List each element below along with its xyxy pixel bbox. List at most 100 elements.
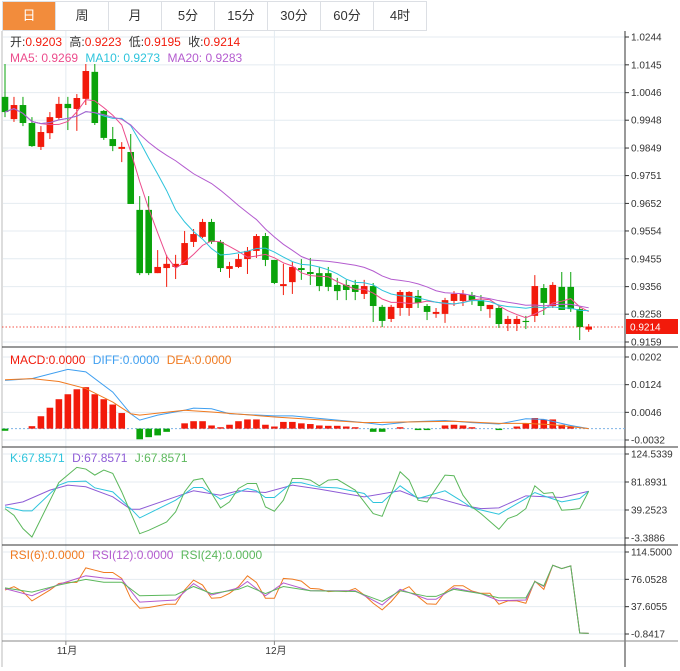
candle-body bbox=[226, 266, 233, 269]
price-tick-label: 0.9849 bbox=[631, 144, 662, 155]
macd-bar bbox=[154, 428, 161, 436]
candle-down bbox=[217, 239, 224, 273]
macd-tick-label: -0.0032 bbox=[631, 436, 665, 447]
candle-body bbox=[91, 71, 99, 124]
tab-day[interactable]: 日 bbox=[3, 2, 56, 30]
candle-down bbox=[576, 306, 584, 341]
candle-body bbox=[513, 318, 521, 325]
k-line bbox=[4, 480, 590, 519]
candle-down bbox=[324, 266, 332, 292]
low-value: 0.9195 bbox=[144, 35, 181, 49]
candle-down bbox=[298, 259, 305, 280]
close-label: 收: bbox=[188, 35, 203, 49]
price-tick-label: 0.9948 bbox=[631, 116, 662, 127]
candle-up bbox=[235, 254, 242, 269]
price-tick-label: 0.9159 bbox=[631, 338, 662, 349]
rsi-tick-label: -0.8417 bbox=[631, 630, 665, 641]
rsi-legend: RSI(6):0.0000 RSI(12):0.0000 RSI(24):0.0… bbox=[10, 548, 263, 562]
period-tabs: 日 周 月 5分 15分 30分 60分 4时 bbox=[2, 1, 427, 31]
candle-up bbox=[55, 96, 63, 120]
macd-bar bbox=[558, 424, 566, 429]
macd-bar bbox=[244, 419, 251, 429]
candle-up bbox=[82, 63, 90, 106]
candle-down bbox=[91, 63, 99, 125]
tab-15min[interactable]: 15分 bbox=[215, 2, 268, 30]
macd-bar bbox=[468, 427, 476, 429]
macd-bar bbox=[441, 425, 449, 429]
candle-body bbox=[351, 284, 359, 292]
candlesticks bbox=[1, 63, 592, 341]
candle-body bbox=[307, 272, 314, 274]
macd-bar bbox=[549, 419, 557, 429]
ma10-legend: MA10: 0.9273 bbox=[85, 51, 160, 65]
high-label: 高: bbox=[69, 34, 84, 49]
macd-bar bbox=[396, 427, 404, 429]
macd-bar bbox=[316, 425, 323, 429]
macd-bar bbox=[46, 407, 54, 429]
candle-up bbox=[154, 250, 161, 274]
ma5-line bbox=[4, 99, 589, 319]
candle-body bbox=[199, 221, 206, 237]
candle-body bbox=[235, 259, 242, 267]
macd-bar bbox=[109, 404, 117, 429]
kdj-legend: K:67.8571 D:67.8571 J:67.8571 bbox=[10, 451, 188, 465]
rsi-tick-label: 76.0528 bbox=[631, 575, 668, 586]
kdj-tick-label: 124.5339 bbox=[631, 450, 673, 461]
tab-month[interactable]: 月 bbox=[109, 2, 162, 30]
current-price-marker: 0.9214 bbox=[2, 319, 678, 334]
macd-bar bbox=[55, 399, 63, 429]
candle-body bbox=[432, 311, 440, 314]
candle-down bbox=[109, 126, 117, 152]
macd-bar bbox=[118, 413, 126, 429]
macd-bar bbox=[253, 419, 260, 429]
candle-body bbox=[37, 132, 45, 147]
tab-60min[interactable]: 60分 bbox=[321, 2, 374, 30]
tab-30min[interactable]: 30分 bbox=[268, 2, 321, 30]
candle-body bbox=[253, 236, 260, 251]
macd-tick-label: 0.0202 bbox=[631, 353, 662, 364]
macd-bar bbox=[91, 394, 99, 429]
candle-body bbox=[360, 286, 368, 294]
macd-bar bbox=[199, 421, 206, 429]
candle-up bbox=[181, 230, 188, 265]
macd-legend: MACD:0.0000 DIFF:0.0000 DEA:0.0000 bbox=[10, 353, 232, 367]
candle-body bbox=[423, 306, 431, 312]
candle-body bbox=[109, 139, 117, 147]
macd-bar bbox=[513, 426, 521, 429]
macd-bar bbox=[567, 425, 575, 429]
price-tick-label: 0.9554 bbox=[631, 226, 662, 237]
candle-body bbox=[1, 96, 9, 113]
candle-up bbox=[549, 282, 557, 308]
macd-bar bbox=[522, 423, 530, 429]
dea-line bbox=[4, 378, 589, 430]
candle-body bbox=[504, 318, 512, 325]
macd-bar bbox=[226, 424, 233, 429]
candle-down bbox=[307, 257, 314, 285]
tab-week[interactable]: 周 bbox=[56, 2, 109, 30]
candle-body bbox=[271, 259, 278, 283]
macd-bar bbox=[298, 423, 305, 429]
candle-up bbox=[172, 254, 179, 280]
candle-body bbox=[280, 284, 287, 287]
macd-bar bbox=[100, 399, 108, 429]
candle-body bbox=[387, 306, 395, 319]
macd-bar bbox=[459, 425, 467, 429]
rsi12-value: RSI(12):0.0000 bbox=[92, 548, 174, 562]
ma20-legend: MA20: 0.9283 bbox=[167, 51, 242, 65]
candle-down bbox=[558, 272, 566, 310]
candle-up bbox=[486, 304, 494, 318]
candle-up bbox=[46, 112, 54, 140]
kdj-tick-label: -3.3886 bbox=[631, 534, 665, 545]
candle-up bbox=[289, 261, 296, 294]
tab-5min[interactable]: 5分 bbox=[162, 2, 215, 30]
candle-body bbox=[64, 103, 72, 109]
candle-body bbox=[82, 71, 90, 99]
macd-bar bbox=[271, 426, 278, 429]
candle-up bbox=[253, 234, 260, 258]
candle-body bbox=[10, 105, 18, 120]
candle-down bbox=[136, 196, 143, 276]
candle-down bbox=[369, 282, 377, 323]
tab-4hour[interactable]: 4时 bbox=[374, 2, 427, 30]
price-tick-label: 1.0145 bbox=[631, 60, 662, 71]
